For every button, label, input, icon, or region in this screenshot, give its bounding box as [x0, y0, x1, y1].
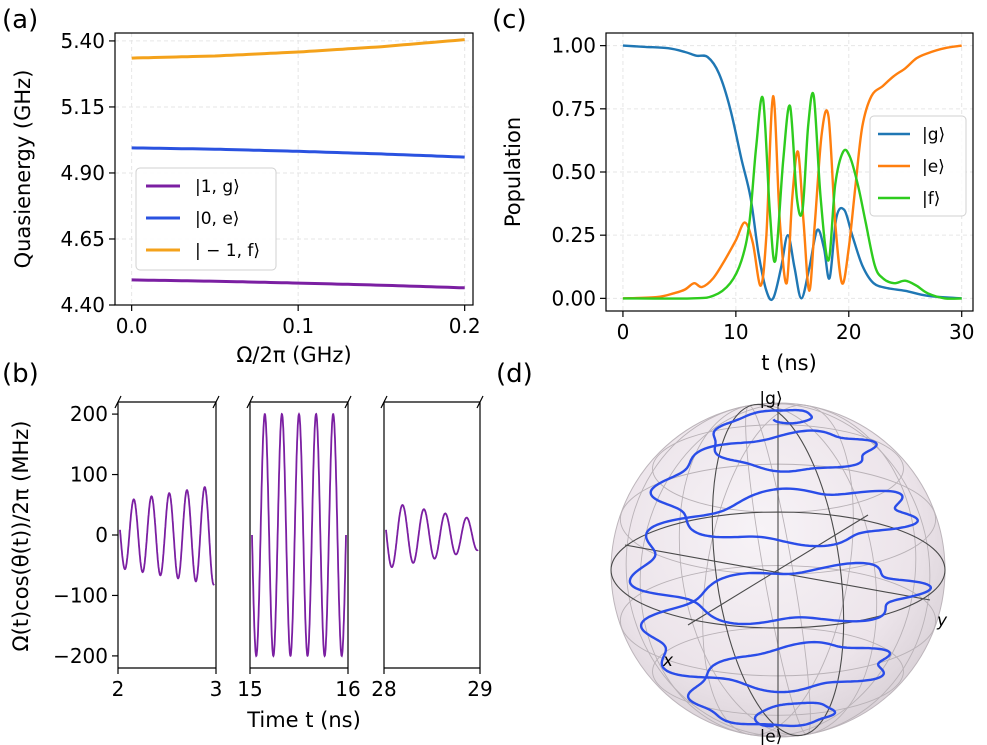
panel-c-legend-label: |e⟩ [922, 157, 945, 177]
panel-c-xtick-label: 0 [617, 320, 630, 344]
panel-b-break-mark [114, 395, 122, 409]
panel-a-xtick-label: 0.0 [116, 314, 148, 338]
panel-a-ytick-label: 5.15 [60, 95, 105, 119]
panel-a-series-line [131, 278, 465, 290]
panel-c-xtick-label: 30 [949, 320, 974, 344]
panel-label-d: (d) [496, 359, 533, 389]
panel-c-series [622, 44, 962, 302]
bloch-longitude [639, 403, 917, 737]
bloch-label-e: |e⟩ [760, 727, 783, 745]
bloch-sphere-axes [610, 403, 946, 737]
panel-label-b: (b) [2, 359, 39, 389]
panel-c-legend-label: |g⟩ [922, 125, 945, 145]
panel-c-legend-box [869, 115, 967, 217]
panel-c-series-line [622, 44, 962, 300]
panel-c-series-line [622, 92, 962, 300]
panel-a-xtick-label: 0.2 [449, 314, 481, 338]
panel-b-break-mark [212, 395, 220, 409]
panel-a-frame [114, 32, 474, 306]
panel-a-xlabel: Ω/2π (GHz) [236, 343, 351, 367]
panel-d-bloch-sphere: |g⟩ |e⟩ x y [610, 389, 948, 745]
panel-a-ytick-label: 4.65 [60, 227, 105, 251]
panel-c-ylabel: Population [501, 117, 525, 227]
panel-a-series [131, 38, 465, 290]
bloch-label-y: y [936, 611, 948, 631]
panel-b-break-mark [380, 395, 388, 409]
panel-a-xtick-label: 0.1 [282, 314, 314, 338]
panel-b-xtick-label: 3 [210, 677, 223, 701]
panel-label-a: (a) [2, 5, 38, 35]
panel-b-ytick-label: −100 [53, 583, 108, 607]
panel-b-xtick-label: 28 [371, 677, 396, 701]
panel-c-chart: 0 10 20 30 0.00 0.25 0.50 0.75 1.00 t (ns) Popul… [501, 32, 974, 375]
panel-b-ytick-label: 0 [95, 523, 108, 547]
panel-b-waveform [385, 504, 479, 568]
panel-b-ylabel: Ω(t)cos(θ(t))/2π (MHz) [9, 421, 33, 652]
panel-b-yticks: 200 100 0 −100 −200 [53, 402, 118, 668]
panel-b-ytick-label: 100 [70, 463, 108, 487]
bloch-label-g: |g⟩ [759, 389, 782, 409]
panel-a-legend: |1, g⟩ |0, e⟩ | − 1, f⟩ [135, 167, 277, 271]
panel-a-ytick-label: 5.40 [60, 29, 105, 53]
panel-c-ticks: 0 10 20 30 0.00 0.25 0.50 0.75 1.00 [551, 34, 974, 344]
panel-b-break-mark [246, 395, 254, 409]
panel-a-series-line [131, 146, 465, 159]
panel-label-c: (c) [492, 5, 527, 35]
panel-c-ytick-label: 0.00 [551, 286, 596, 310]
panel-b-ytick-label: −200 [53, 644, 108, 668]
panel-c-ytick-label: 0.75 [551, 97, 596, 121]
panel-a-legend-label: | − 1, f⟩ [195, 241, 260, 261]
panel-c-xlabel: t (ns) [761, 351, 817, 375]
bloch-label-x: x [662, 651, 674, 671]
panel-b-waveform [251, 412, 347, 658]
panel-a-legend-label: |1, g⟩ [195, 177, 240, 197]
panel-c-legend-label: |f⟩ [922, 189, 940, 209]
panel-c-xtick-label: 20 [836, 320, 861, 344]
panel-a-chart: 0.0 0.1 0.2 4.40 4.65 4.90 5.15 5.40 Ω/2π (GHz)… [11, 29, 481, 367]
panel-b-ytick-label: 200 [70, 402, 108, 426]
panel-b-break-mark [344, 395, 352, 409]
panel-c-ytick-label: 0.50 [551, 160, 596, 184]
panel-b-segments: 2 3 15 16 28 29 [112, 395, 493, 701]
bloch-meridian [711, 403, 845, 737]
panel-a-series-line [131, 38, 465, 60]
panel-b-xtick-label: 29 [467, 677, 492, 701]
panel-c-legend: |g⟩ |e⟩ |f⟩ [869, 115, 967, 217]
panel-c-series-line [622, 44, 962, 302]
panel-c-ytick-label: 1.00 [551, 34, 596, 58]
bloch-trajectory [628, 408, 932, 728]
panel-a-ytick-label: 4.90 [60, 161, 105, 185]
panel-a-ytick-label: 4.40 [60, 293, 105, 317]
panel-c-xtick-label: 10 [723, 320, 748, 344]
panel-b-xtick-label: 15 [237, 677, 262, 701]
panel-a-ylabel: Quasienergy (GHz) [11, 70, 35, 269]
panel-c-ytick-label: 0.25 [551, 223, 596, 247]
panel-b-xlabel: Time t (ns) [246, 708, 361, 732]
panel-b-chart: 2 3 15 16 28 29 200 100 0 −100 −200 Time t (ns) Ω… [9, 395, 493, 732]
panel-b-xtick-label: 2 [112, 677, 125, 701]
panel-a-ticks: 0.0 0.1 0.2 4.40 4.65 4.90 5.15 5.40 [60, 29, 480, 338]
panel-b-waveform [119, 486, 215, 586]
panel-a-legend-label: |0, e⟩ [195, 209, 239, 229]
panel-b-xtick-label: 16 [335, 677, 360, 701]
panel-a-legend-box [135, 167, 277, 271]
panel-b-break-mark [476, 395, 484, 409]
